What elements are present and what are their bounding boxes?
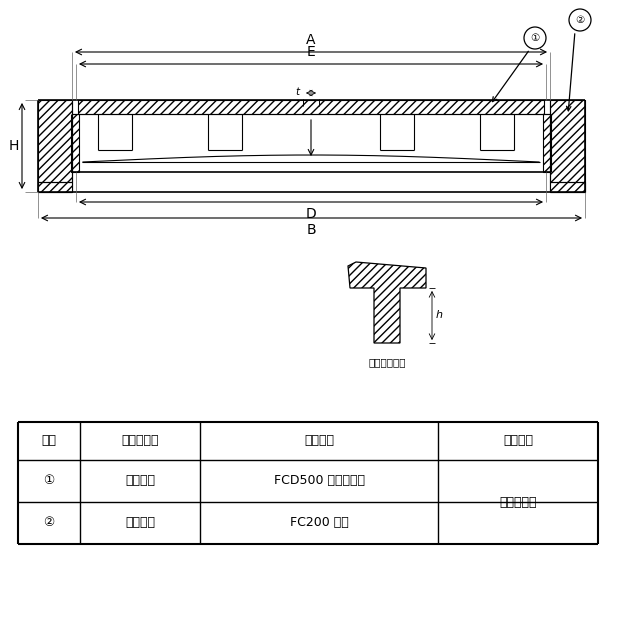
Text: D: D xyxy=(306,207,316,221)
Text: ①: ① xyxy=(43,474,55,487)
Text: FC200 镃鉄: FC200 镃鉄 xyxy=(289,516,348,530)
Text: 部番: 部番 xyxy=(42,435,57,447)
Text: FCD500 ダクタイル: FCD500 ダクタイル xyxy=(274,474,364,487)
Polygon shape xyxy=(38,100,72,192)
Text: ①: ① xyxy=(530,33,540,43)
Text: h: h xyxy=(436,311,443,321)
Polygon shape xyxy=(71,114,79,172)
Text: ふた端部寸法: ふた端部寸法 xyxy=(368,357,406,367)
Text: H: H xyxy=(9,139,19,153)
Text: 锈止め塗装: 锈止め塗装 xyxy=(499,496,537,508)
Text: ②: ② xyxy=(43,516,55,530)
Text: ふ　　た: ふ た xyxy=(125,474,155,487)
Polygon shape xyxy=(38,182,72,192)
Text: E: E xyxy=(306,45,315,59)
Text: ②: ② xyxy=(576,15,584,25)
Text: 表面処理: 表面処理 xyxy=(503,435,533,447)
Polygon shape xyxy=(550,100,585,192)
Polygon shape xyxy=(348,262,426,343)
Text: B: B xyxy=(307,223,316,237)
Text: 受　　枠: 受 枠 xyxy=(125,516,155,530)
Polygon shape xyxy=(78,100,544,114)
Polygon shape xyxy=(543,114,551,172)
Polygon shape xyxy=(550,182,585,192)
Text: 材　　質: 材 質 xyxy=(304,435,334,447)
Text: A: A xyxy=(306,33,316,47)
Text: 部　品　名: 部 品 名 xyxy=(121,435,159,447)
Text: t: t xyxy=(295,87,299,97)
